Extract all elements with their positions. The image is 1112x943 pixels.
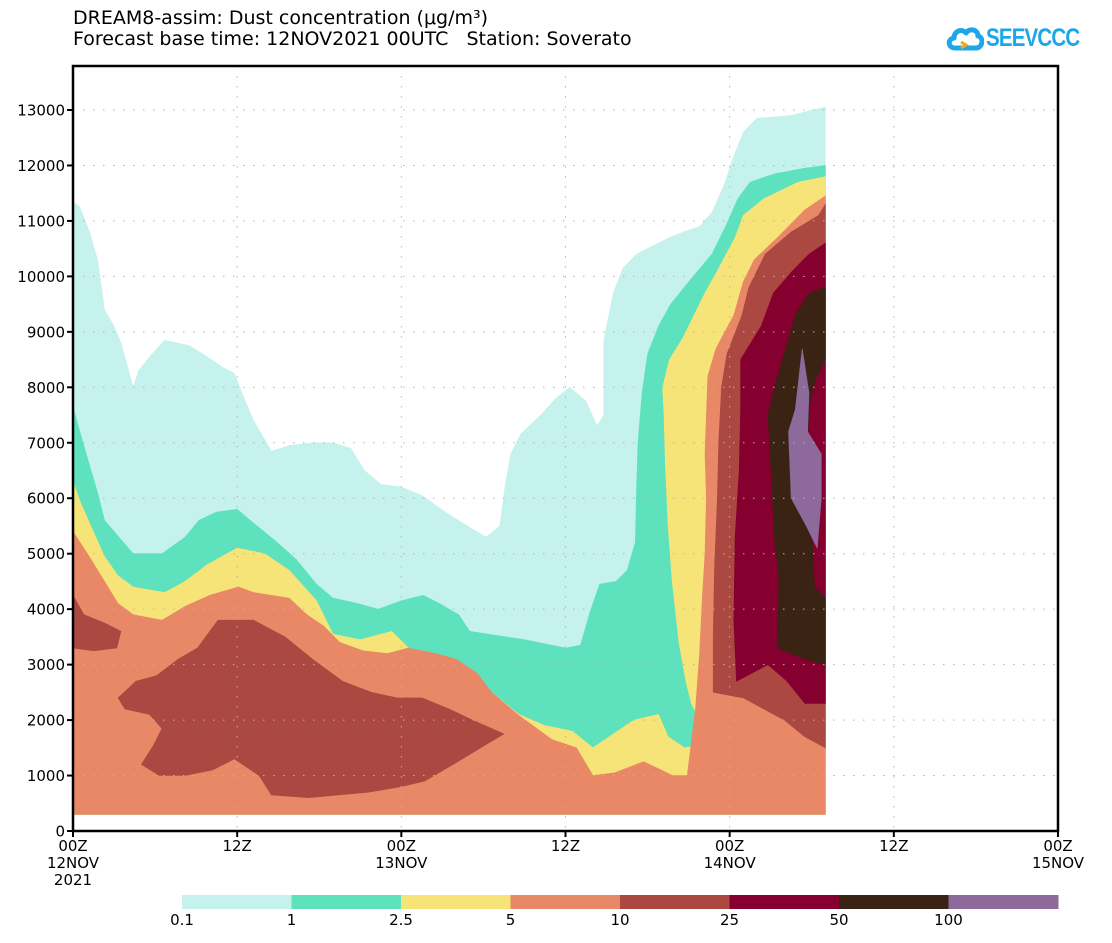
colorbar-swatch-2_5 [401,895,511,909]
y-tick-label: 11000 [17,212,65,230]
y-tick-label: 10000 [17,268,65,286]
grid-lines [73,66,1058,831]
colorbar-label: 100 [934,911,963,929]
seevccc-logo: SEEVCCC [946,18,1100,58]
y-tick-label: 4000 [27,601,65,619]
x-tick-label-label: 00Z [715,837,744,855]
chart-title: DREAM8-assim: Dust concentration (μg/m³) [73,7,489,29]
contour-band-10-part-1 [117,619,505,799]
x-tick-label-sub: 12NOV [47,854,100,872]
colorbar-label: 50 [829,911,848,929]
y-tick-label: 13000 [17,102,65,120]
x-tick-label-label: 00Z [58,837,87,855]
colorbar-label: 2.5 [389,911,413,929]
x-tick-label-label: 12Z [879,837,908,855]
y-tick-label: 5000 [27,545,65,563]
logo-text: SEEVCCC [986,23,1080,52]
y-axis: 0 1000 2000 3000 4000 5000 6000 7000 8000 9000 100… [17,102,73,841]
contour-bands [72,106,826,815]
colorbar-swatch-5 [510,895,621,909]
x-tick-label-sub: 14NOV [704,854,757,872]
x-tick-label-label: 00Z [387,837,416,855]
y-tick-label: 3000 [27,656,65,674]
colorbar-label: 0.1 [170,911,194,929]
colorbar-swatch-25 [729,895,840,909]
y-tick-label: 9000 [27,323,65,341]
y-tick-label: 0 [55,823,65,841]
cloud-arrow-icon [946,27,984,51]
colorbar-swatch-1 [291,895,402,909]
colorbar-label: 5 [506,911,516,929]
x-tick-label-sub: 15NOV [1032,854,1085,872]
y-tick-label: 2000 [27,712,65,730]
colorbar-swatch-100 [948,895,1059,909]
colorbar-swatch-10 [620,895,730,909]
y-tick-label: 7000 [27,434,65,452]
x-tick-label-label: 12Z [551,837,580,855]
x-tick-label-label: 12Z [222,837,251,855]
x-tick-label-label: 00Z [1043,837,1072,855]
y-tick-label: 12000 [17,157,65,175]
y-tick-label: 6000 [27,490,65,508]
colorbar-legend: 0.1 1 2.5 5 10 25 50 100 [170,895,1059,929]
colorbar-label: 25 [720,911,739,929]
colorbar-swatch-0_1 [182,895,292,909]
colorbar-swatch-50 [839,895,949,909]
x-tick-label-sub2: 2021 [54,871,92,889]
y-tick-label: 8000 [27,379,65,397]
colorbar-label: 1 [287,911,297,929]
chart-subtitle: Forecast base time: 12NOV2021 00UTC Stat… [73,28,632,50]
contour-band-10-part-0 [72,594,122,652]
colorbar-label: 10 [610,911,629,929]
x-tick-label-sub: 13NOV [375,854,428,872]
y-tick-label: 1000 [27,767,65,785]
